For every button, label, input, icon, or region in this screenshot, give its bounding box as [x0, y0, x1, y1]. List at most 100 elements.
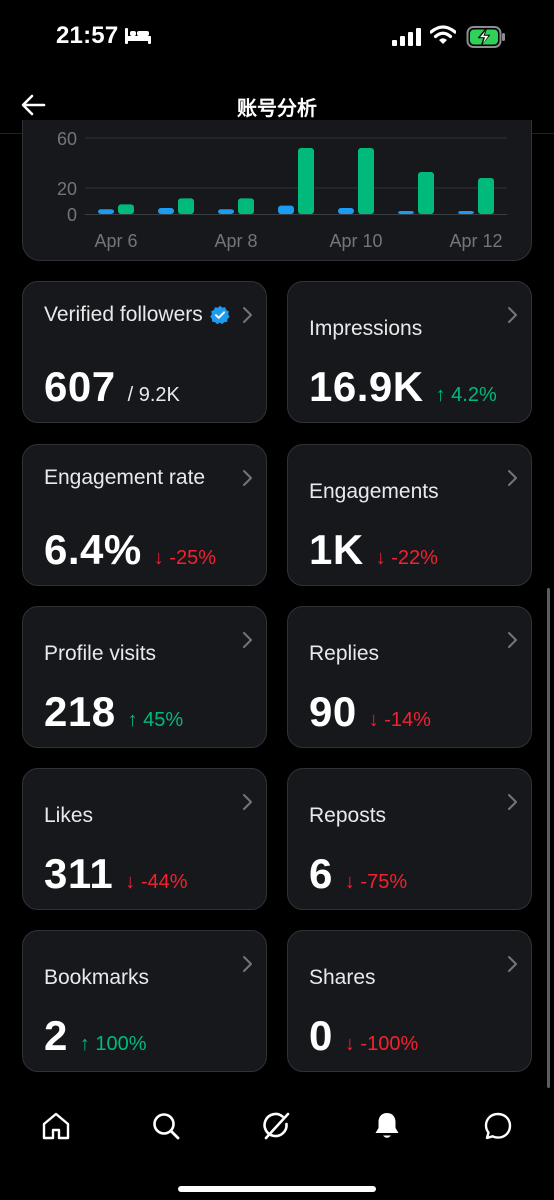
metric-delta: ↑ 100%	[79, 1033, 147, 1055]
metric-label: Shares	[309, 966, 376, 989]
y-tick-label: 60	[57, 129, 77, 149]
value-row: 607 / 9.2K	[44, 366, 180, 408]
grok-icon[interactable]	[261, 1110, 293, 1142]
metric-label: Engagements	[309, 480, 439, 503]
metric-value: 607	[44, 363, 116, 410]
chevron-right-icon	[508, 632, 517, 648]
metric-label: Reposts	[309, 804, 387, 827]
metric-delta: ↓ -75%	[344, 871, 408, 893]
metric-delta: ↑ 45%	[127, 709, 184, 731]
bar-apr-8-series-1	[218, 209, 234, 214]
battery-charging-icon	[466, 26, 505, 48]
metric-delta: ↓ -100%	[344, 1033, 419, 1055]
bottom-tab-bar	[0, 1096, 554, 1200]
page-title: 账号分析	[237, 98, 317, 120]
verified-badge-icon	[210, 305, 230, 325]
metric-delta: ↓ -14%	[368, 709, 431, 731]
metric-total: / 9.2K	[127, 384, 180, 406]
bar-apr-6-series-1	[98, 209, 114, 214]
status-time: 21:57	[56, 22, 119, 49]
reposts-card[interactable]: Reposts 6 ↓ -75%	[287, 768, 532, 910]
chevron-right-icon	[508, 470, 517, 486]
value-row: 2 ↑ 100%	[44, 1015, 147, 1057]
profile-visits-card[interactable]: Profile visits 218 ↑ 45%	[22, 606, 267, 748]
value-row: 6.4% ↓ -25%	[44, 529, 216, 571]
metric-label: Impressions	[309, 317, 423, 340]
chevron-right-icon	[243, 632, 252, 648]
metric-delta: ↓ -44%	[125, 871, 188, 893]
metric-value: 218	[44, 688, 116, 735]
x-tick-label: Apr 12	[449, 231, 502, 251]
y-tick-label: 0	[67, 205, 77, 225]
metric-label: Profile visits	[44, 642, 157, 665]
shares-card[interactable]: Shares 0 ↓ -100%	[287, 930, 532, 1072]
metric-label: Bookmarks	[44, 966, 150, 989]
metric-delta: ↓ -25%	[153, 547, 216, 569]
bar-apr-12-series-1	[458, 211, 474, 214]
chevron-right-icon	[243, 794, 252, 810]
chevron-right-icon	[508, 307, 517, 323]
bar-apr-6-series-2	[118, 204, 134, 214]
value-row: 16.9K ↑ 4.2%	[309, 366, 497, 408]
metric-delta: ↑ 4.2%	[435, 384, 497, 406]
metric-label: Engagement rate	[44, 466, 206, 489]
bar-apr-7-series-1	[158, 208, 174, 214]
metric-delta: ↓ -22%	[375, 547, 438, 569]
notifications-icon[interactable]	[371, 1110, 403, 1142]
metric-value: 90	[309, 688, 357, 735]
bar-apr-11-series-1	[398, 211, 414, 214]
value-row: 311 ↓ -44%	[44, 853, 188, 895]
metric-value: 6	[309, 850, 333, 897]
metric-value: 2	[44, 1012, 68, 1059]
bar-chart: 60 20 0 Apr 6 Apr 8 Apr 10 Apr 12	[57, 129, 507, 251]
chevron-right-icon	[508, 956, 517, 972]
metric-label: Verified followers	[44, 303, 203, 326]
chevron-right-icon	[243, 307, 252, 323]
scrollbar[interactable]	[547, 588, 550, 1088]
messages-icon[interactable]	[482, 1110, 514, 1142]
x-tick-label: Apr 6	[94, 231, 137, 251]
bar-apr-9-series-2	[298, 148, 314, 214]
value-row: 90 ↓ -14%	[309, 691, 431, 733]
bar-apr-11-series-2	[418, 172, 434, 214]
bar-apr-10-series-2	[358, 148, 374, 214]
home-indicator	[178, 1186, 376, 1192]
engagements-card[interactable]: Engagements 1K ↓ -22%	[287, 444, 532, 586]
x-tick-label: Apr 10	[329, 231, 382, 251]
bar-apr-7-series-2	[178, 198, 194, 214]
metric-label: Likes	[44, 804, 94, 827]
chevron-right-icon	[243, 470, 252, 486]
bar-apr-10-series-1	[338, 208, 354, 214]
search-icon[interactable]	[150, 1110, 182, 1142]
bookmarks-card[interactable]: Bookmarks 2 ↑ 100%	[22, 930, 267, 1072]
metric-value: 311	[44, 850, 114, 897]
status-bar: 21:57	[0, 0, 554, 76]
chevron-right-icon	[508, 794, 517, 810]
x-tick-label: Apr 8	[214, 231, 257, 251]
bar-apr-12-series-2	[478, 178, 494, 214]
impressions-card[interactable]: Impressions 16.9K ↑ 4.2%	[287, 281, 532, 423]
back-arrow-icon[interactable]	[20, 92, 46, 118]
value-row: 1K ↓ -22%	[309, 529, 438, 571]
metric-value: 0	[309, 1012, 333, 1059]
chart-card: 60 20 0 Apr 6 Apr 8 Apr 10 Apr 12	[22, 120, 532, 261]
engagement-rate-card[interactable]: Engagement rate 6.4% ↓ -25%	[22, 444, 267, 586]
bar-apr-9-series-1	[278, 205, 294, 214]
likes-card[interactable]: Likes 311 ↓ -44%	[22, 768, 267, 910]
bar-apr-8-series-2	[238, 198, 254, 214]
value-row: 218 ↑ 45%	[44, 691, 183, 733]
metric-value: 6.4%	[44, 526, 142, 573]
wifi-icon	[430, 25, 456, 44]
y-tick-label: 20	[57, 179, 77, 199]
value-row: 6 ↓ -75%	[309, 853, 407, 895]
metric-value: 1K	[309, 526, 364, 573]
metric-value: 16.9K	[309, 363, 424, 410]
home-icon[interactable]	[40, 1110, 72, 1142]
cellular-signal-icon	[392, 28, 421, 46]
sleep-bed-icon	[125, 28, 151, 44]
value-row: 0 ↓ -100%	[309, 1015, 418, 1057]
chevron-right-icon	[243, 956, 252, 972]
verified-followers-card[interactable]: Verified followers 607 / 9.2K	[22, 281, 267, 423]
replies-card[interactable]: Replies 90 ↓ -14%	[287, 606, 532, 748]
metric-label: Replies	[309, 642, 380, 665]
